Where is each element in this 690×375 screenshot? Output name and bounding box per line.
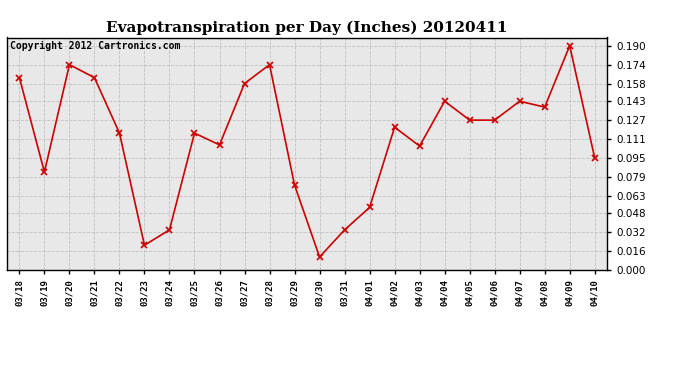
Text: Copyright 2012 Cartronics.com: Copyright 2012 Cartronics.com [10,41,180,51]
Title: Evapotranspiration per Day (Inches) 20120411: Evapotranspiration per Day (Inches) 2012… [106,21,508,35]
